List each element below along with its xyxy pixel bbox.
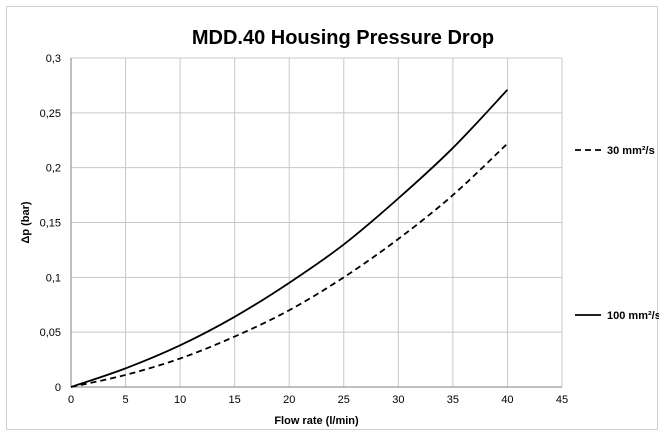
x-tick-label: 40 [501,394,513,406]
chart-title: MDD.40 Housing Pressure Drop [192,27,494,49]
y-tick-label: 0,25 [40,108,61,120]
x-tick-label: 5 [122,394,128,406]
y-tick-label: 0 [55,382,61,394]
x-tick-label: 20 [283,394,295,406]
y-tick-label: 0,3 [46,53,61,65]
x-tick-label: 25 [338,394,350,406]
tick-label-layer: 0 5 10 15 20 25 30 35 40 45 0 0,05 0,1 0,15 0,2 0,25 0,3 [40,53,569,406]
y-tick-label: 0,15 [40,218,61,230]
x-tick-label: 15 [229,394,241,406]
legend: 30 mm²/s 100 mm²/s [575,145,659,322]
series-line-1 [70,142,509,388]
chart-svg: MDD.40 Housing Pressure Drop 0 5 10 15 20 25 3… [20,27,659,427]
y-tick-label: 0,1 [46,272,61,284]
legend-label-2: 100 mm²/s [607,310,659,322]
x-tick-label: 10 [174,394,186,406]
x-tick-label: 30 [392,394,404,406]
axis-layer [70,58,562,388]
series-line-2 [70,89,509,388]
y-tick-label: 0,05 [40,327,61,339]
grid-layer [71,57,563,387]
x-axis-title: Flow rate (l/min) [274,415,359,427]
y-tick-label: 0,2 [46,163,61,175]
x-tick-label: 45 [556,394,568,406]
x-tick-label: 35 [447,394,459,406]
legend-label-1: 30 mm²/s [607,145,655,157]
series-layer [70,89,509,388]
y-axis-title: Δp (bar) [20,201,32,243]
chart-frame: MDD.40 Housing Pressure Drop 0 5 10 15 20 25 3… [6,6,659,430]
x-tick-label: 0 [68,394,74,406]
